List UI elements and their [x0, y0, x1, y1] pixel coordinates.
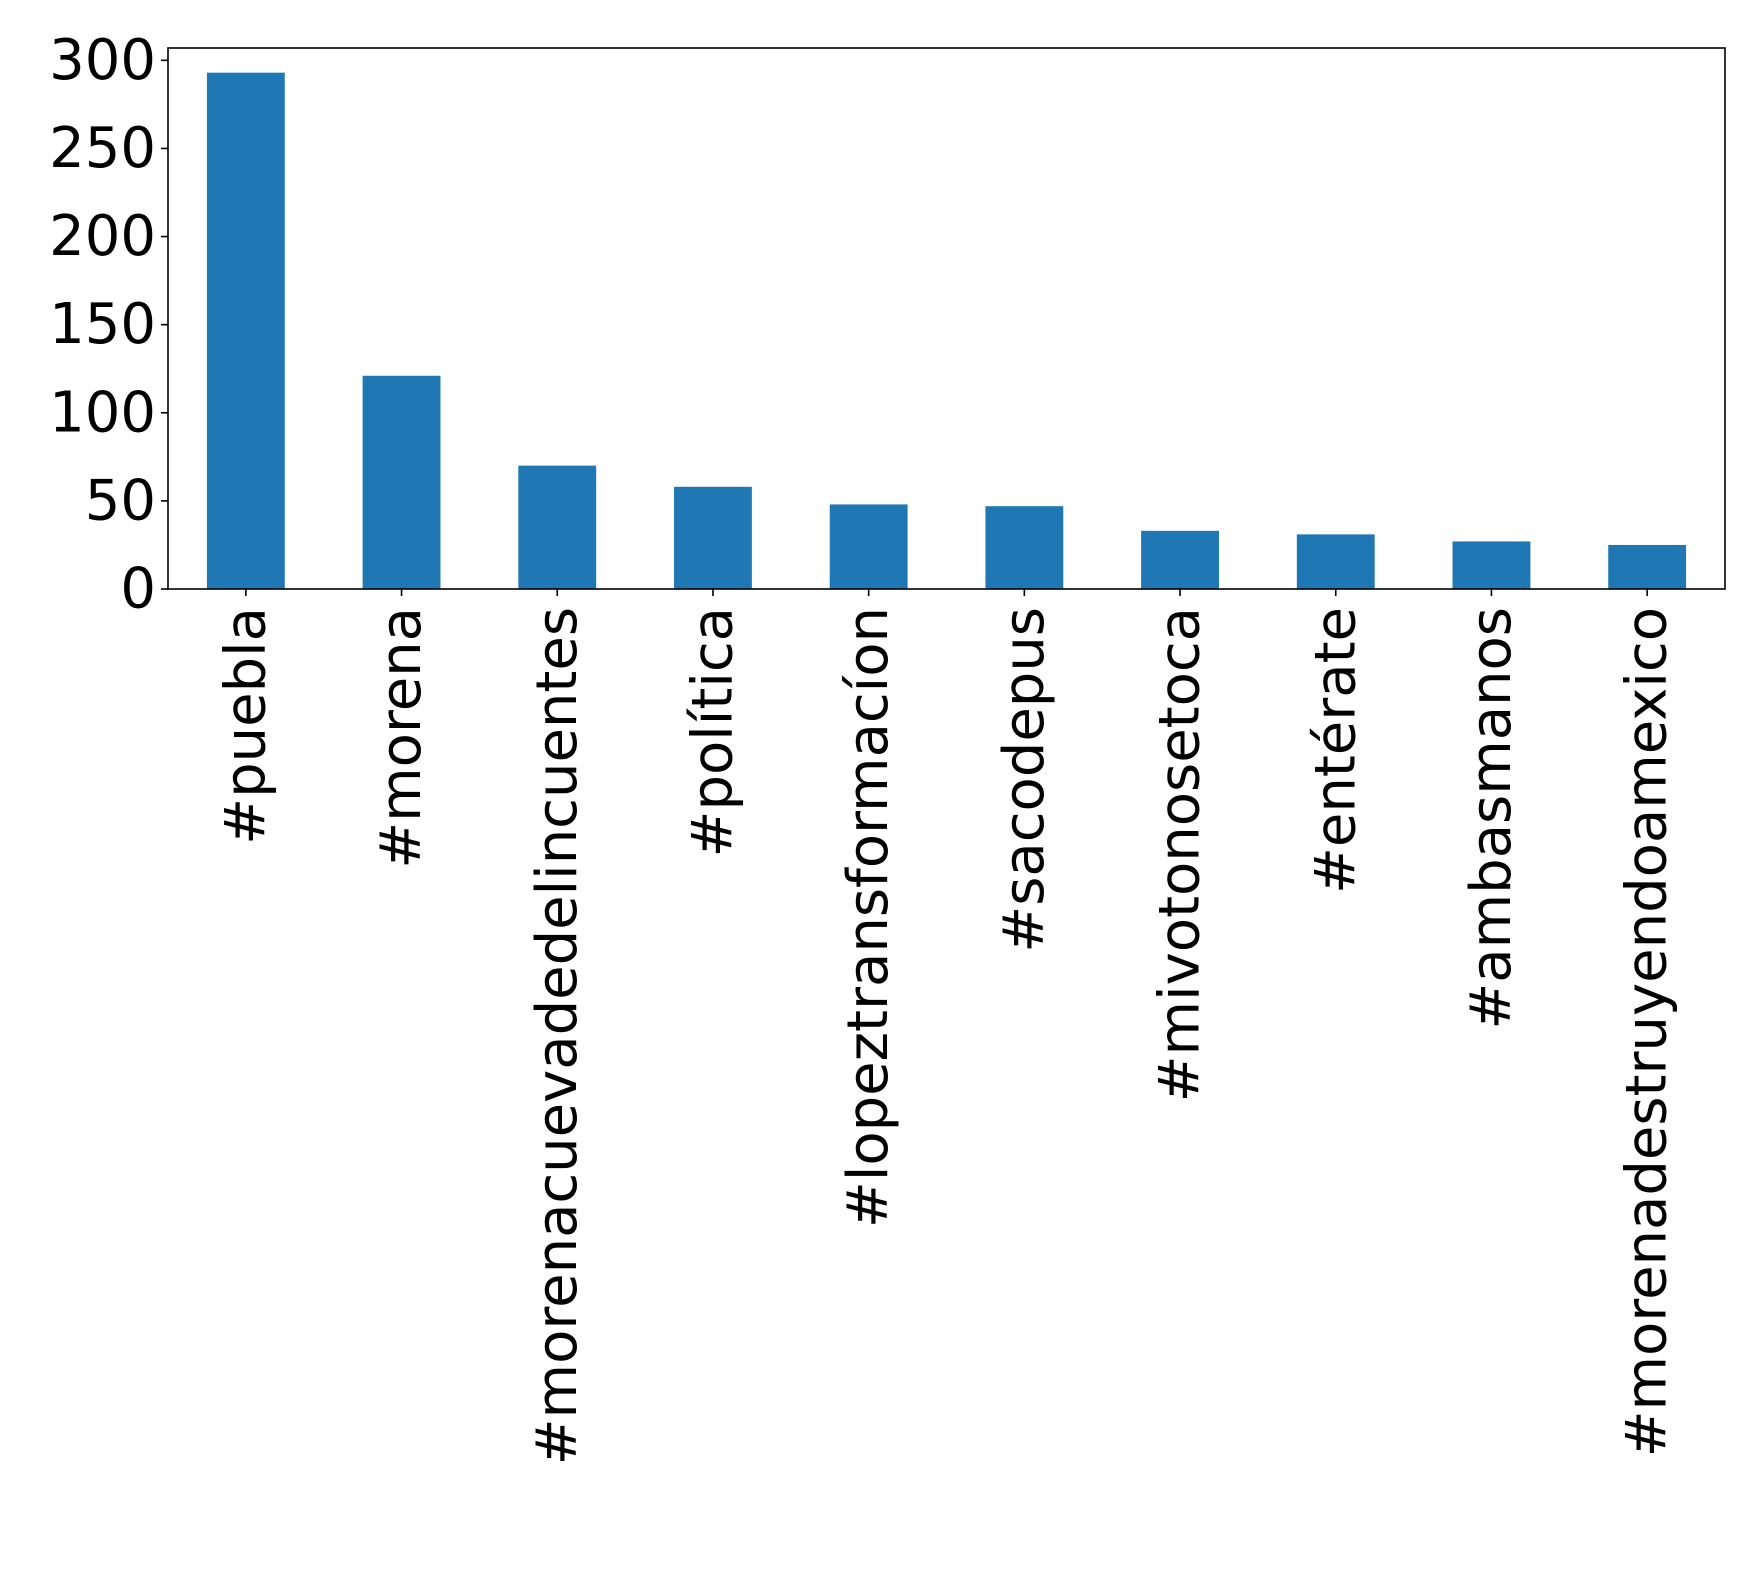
bars — [206, 72, 1687, 589]
bar — [674, 486, 752, 589]
x-tick-label: #política — [680, 607, 745, 857]
x-tick-label: #ambasmanos — [1459, 607, 1524, 1030]
bar — [1452, 541, 1531, 589]
x-tick-label: #lopeztransformacíon — [836, 607, 901, 1228]
x-tick-label: #morenadestruyendoamexico — [1615, 607, 1680, 1457]
bar — [518, 465, 597, 589]
bar — [1296, 534, 1375, 589]
bar — [1608, 544, 1687, 589]
y-tick-label: 250 — [49, 116, 156, 181]
y-axis: 0 50 100 150 200 250 300 — [49, 28, 168, 622]
x-tick-label: #morenacuevadedelincuentes — [525, 607, 590, 1465]
x-axis: #puebla #morena #morenacuevadedelincuentes… — [213, 589, 1680, 1465]
y-tick-label: 200 — [49, 204, 156, 269]
y-tick-label: 100 — [49, 380, 156, 445]
bar — [985, 506, 1064, 589]
x-tick-label: #puebla — [213, 607, 278, 845]
y-tick-label: 300 — [49, 28, 156, 93]
x-tick-label: #sacodepus — [992, 607, 1057, 953]
x-tick-label: #morena — [369, 607, 434, 869]
x-tick-label: #mivotonosetoca — [1148, 607, 1213, 1102]
y-tick-label: 0 — [120, 557, 156, 622]
bar — [1141, 530, 1219, 589]
bar — [829, 504, 908, 589]
plot-frame — [167, 47, 1726, 590]
bar — [206, 72, 285, 589]
bar — [362, 375, 441, 589]
x-tick-label: #entérate — [1303, 607, 1368, 894]
y-tick-label: 150 — [49, 292, 156, 357]
y-tick-label: 50 — [85, 468, 156, 533]
